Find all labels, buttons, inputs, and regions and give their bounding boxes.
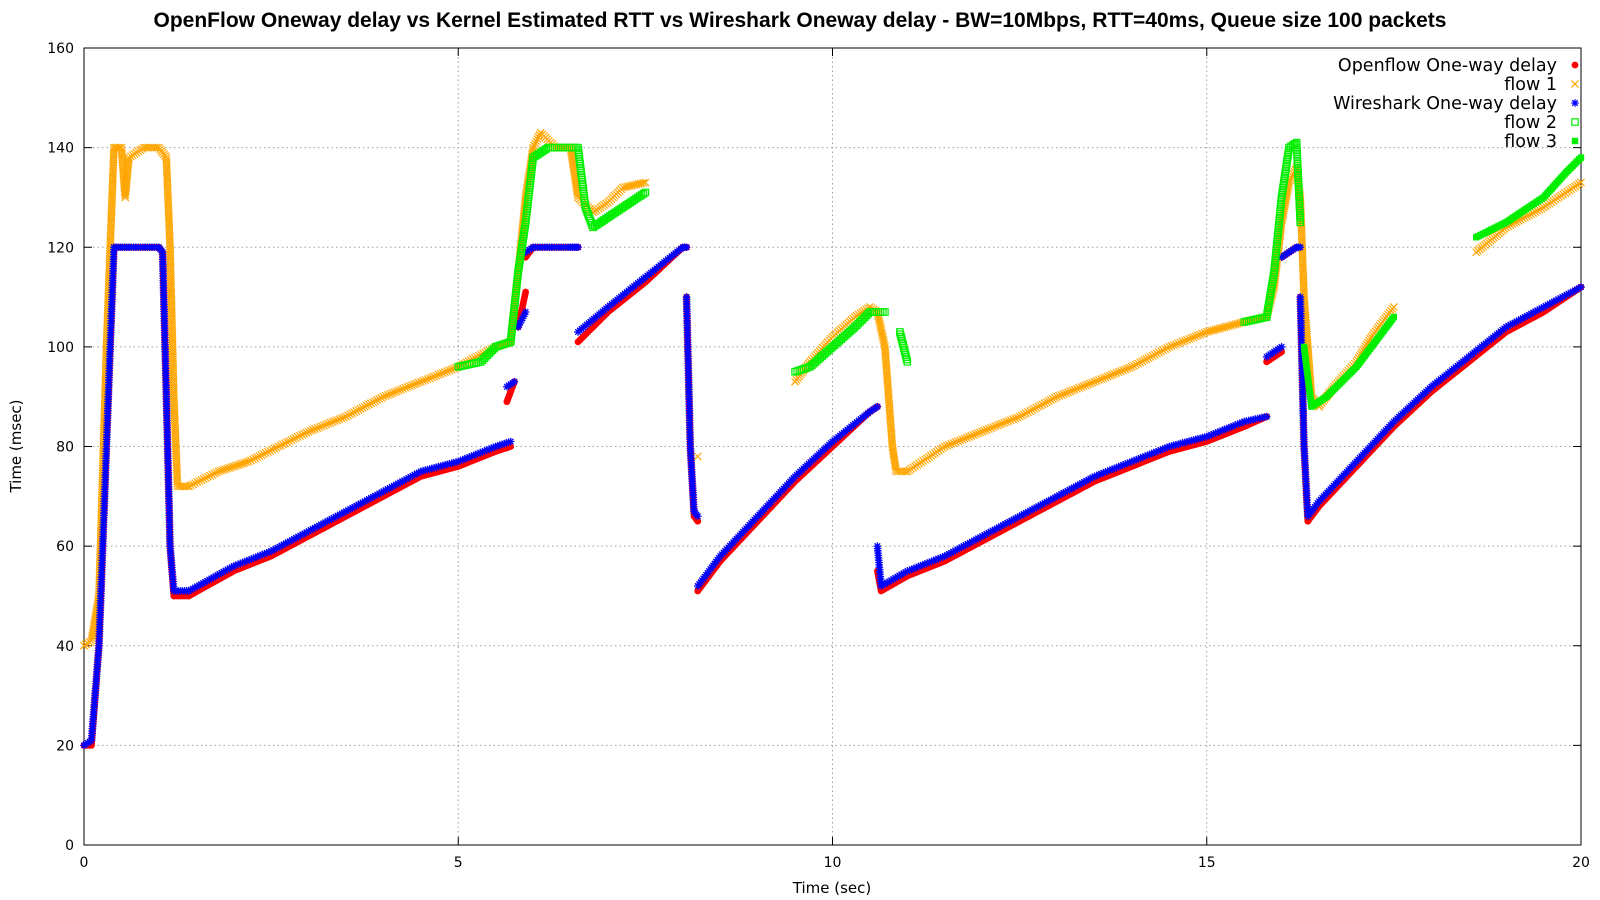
legend-item-wireshark-one-way-delay: Wireshark One-way delay [1333,94,1579,114]
x-tick-label: 5 [454,855,463,871]
axis-ticks: 0 5 10 15 20 0 20 40 60 80 100 120 140 160 [47,41,1590,871]
series-flow-3 [1300,154,1585,410]
legend-item-flow-1: flow 1 [1504,75,1580,95]
y-tick-label: 20 [56,738,74,754]
data-marks [79,128,1586,750]
x-tick-label: 0 [80,855,89,871]
y-tick-label: 60 [56,539,74,555]
legend-label: Wireshark One-way delay [1333,94,1557,114]
legend-marker [1571,118,1579,126]
series-flow-2 [454,138,1305,376]
legend-marker [1570,79,1580,89]
legend-marker [1571,137,1579,145]
series-wireshark-one-way-delay [80,243,1585,750]
legend-item-flow-3: flow 3 [1504,132,1579,152]
chart-title: OpenFlow Oneway delay vs Kernel Estimate… [154,9,1447,32]
series-openflow-one-way-delay [80,243,1585,749]
y-tick-label: 80 [56,440,74,456]
legend-item-flow-2: flow 2 [1504,113,1579,133]
x-tick-label: 20 [1572,855,1590,871]
y-tick-label: 120 [47,240,74,256]
legend-marker [1571,61,1579,69]
legend-label: flow 1 [1504,75,1557,95]
legend-label: flow 3 [1504,132,1557,152]
y-tick-label: 100 [47,340,74,356]
y-tick-label: 0 [65,838,74,854]
y-tick-label: 140 [47,141,74,157]
legend-marker [1571,99,1579,107]
x-axis-label: Time (sec) [792,879,871,897]
y-tick-label: 40 [56,639,74,655]
legend-label: flow 2 [1504,113,1557,133]
legend-label: Openflow One-way delay [1338,56,1557,76]
legend-item-openflow-one-way-delay: Openflow One-way delay [1338,56,1579,76]
x-tick-label: 10 [824,855,842,871]
y-tick-label: 160 [47,41,74,57]
x-tick-label: 15 [1198,855,1216,871]
y-axis-label: Time (msec) [7,399,25,493]
